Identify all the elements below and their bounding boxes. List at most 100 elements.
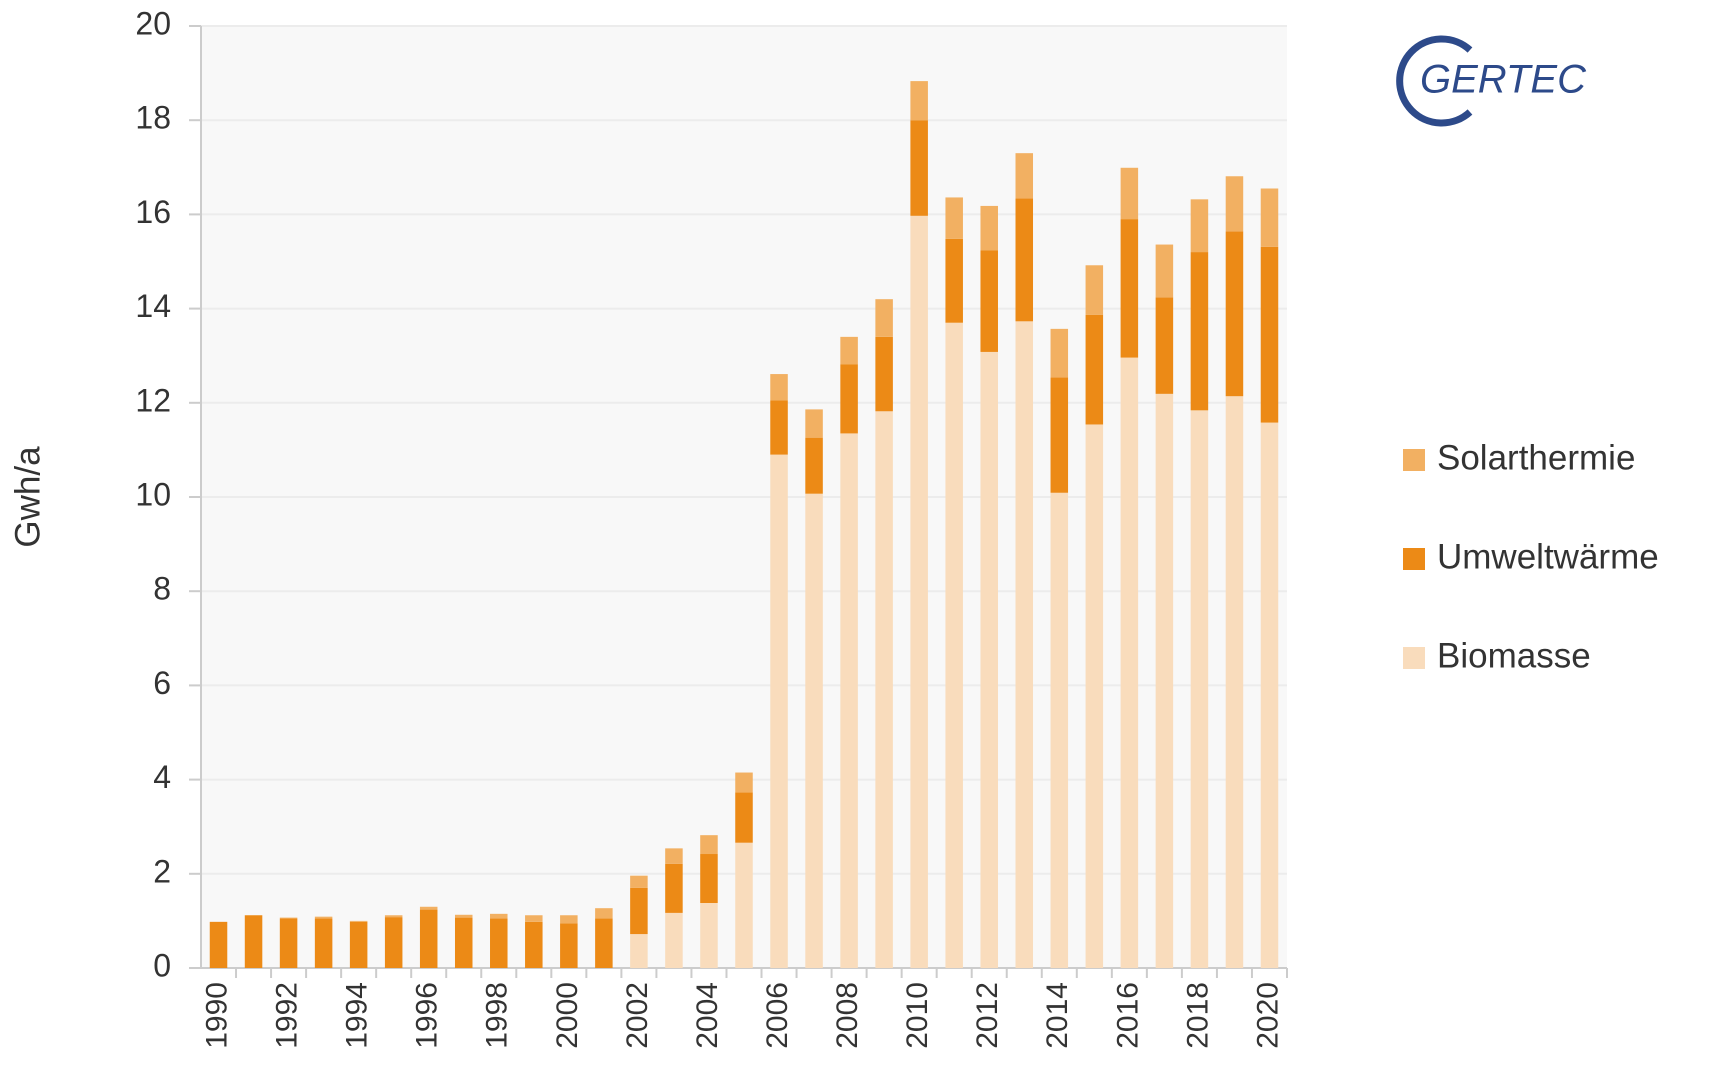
bar-segment bbox=[805, 409, 823, 438]
y-tick-label: 14 bbox=[135, 288, 171, 324]
bar-segment bbox=[945, 238, 963, 323]
bar-segment bbox=[244, 915, 263, 968]
bar-segment bbox=[735, 772, 753, 793]
bar-segment bbox=[1155, 297, 1174, 394]
bar-segment bbox=[735, 842, 753, 968]
legend-swatch bbox=[1403, 647, 1425, 669]
bar-segment bbox=[875, 336, 893, 412]
bar-segment bbox=[560, 923, 578, 968]
bar-segment bbox=[1190, 199, 1209, 253]
y-tick-label: 2 bbox=[153, 853, 171, 889]
logo: GERTEC bbox=[1396, 35, 1587, 127]
logo-arc bbox=[1396, 35, 1473, 127]
bar-segment bbox=[595, 908, 613, 919]
y-tick-label: 0 bbox=[153, 947, 171, 983]
bar-segment bbox=[1260, 422, 1279, 968]
legend-label: Biomasse bbox=[1437, 636, 1591, 675]
bar-segment bbox=[770, 374, 788, 401]
legend-swatch bbox=[1403, 449, 1425, 471]
bar-segment bbox=[1120, 357, 1139, 969]
bar-segment bbox=[490, 918, 508, 968]
bar-segment bbox=[805, 437, 823, 494]
bar-segment bbox=[1015, 321, 1034, 968]
x-tick-label: 2012 bbox=[971, 982, 1004, 1049]
bar-segment bbox=[735, 792, 753, 843]
y-tick-label: 8 bbox=[153, 571, 171, 607]
bar-segment bbox=[875, 299, 893, 337]
bar-segment bbox=[349, 921, 368, 968]
bar-segment bbox=[454, 917, 473, 968]
bar-segment bbox=[1120, 167, 1139, 220]
x-tick-label: 2014 bbox=[1041, 982, 1074, 1049]
bar-segment bbox=[770, 454, 788, 968]
bar-segment bbox=[1085, 265, 1104, 315]
bar-segment bbox=[910, 120, 928, 216]
bar-segment bbox=[945, 197, 963, 239]
bar-segment bbox=[700, 835, 718, 855]
bar-segment bbox=[1225, 231, 1244, 397]
y-tick-label: 10 bbox=[135, 476, 171, 512]
legend-label: Umweltwärme bbox=[1437, 537, 1659, 576]
bar-segment bbox=[1015, 153, 1034, 199]
bar-segment bbox=[1260, 188, 1279, 247]
bar-segment bbox=[419, 906, 438, 910]
x-tick-label: 2018 bbox=[1181, 982, 1214, 1049]
bar-segment bbox=[314, 918, 333, 968]
bar-segment bbox=[454, 914, 473, 918]
bar-segment bbox=[700, 854, 718, 904]
bar-segment bbox=[279, 918, 298, 968]
bar-segment bbox=[700, 903, 718, 968]
bar-segment bbox=[630, 875, 648, 888]
bar-segment bbox=[875, 411, 893, 968]
bar-segment bbox=[279, 917, 298, 919]
bar-segment bbox=[525, 915, 543, 922]
bar-segment bbox=[384, 915, 403, 918]
bar-segment bbox=[980, 250, 998, 352]
bar-segment bbox=[1050, 328, 1069, 378]
bar-segment bbox=[525, 921, 543, 968]
y-tick-label: 16 bbox=[135, 194, 171, 230]
bar-segment bbox=[1225, 176, 1244, 232]
bar-segment bbox=[384, 917, 403, 968]
y-axis-label: Gwh/a bbox=[8, 446, 47, 548]
logo-text: GERTEC bbox=[1420, 58, 1587, 102]
bar-segment bbox=[1260, 246, 1279, 423]
bar-segment bbox=[349, 920, 368, 922]
bar-segment bbox=[314, 916, 333, 919]
x-tick-label: 2000 bbox=[551, 982, 584, 1049]
bar-segment bbox=[1085, 314, 1104, 425]
bar-segment bbox=[805, 493, 823, 968]
y-tick-label: 20 bbox=[135, 5, 171, 41]
bar-segment bbox=[1050, 377, 1069, 493]
bar-segment bbox=[1015, 198, 1034, 322]
x-tick-label: 1996 bbox=[411, 982, 444, 1049]
bar-segment bbox=[560, 915, 578, 924]
y-tick-label: 12 bbox=[135, 382, 171, 418]
x-tick-label: 2020 bbox=[1251, 982, 1284, 1049]
bar-segment bbox=[980, 205, 998, 251]
x-tick-label: 1998 bbox=[481, 982, 514, 1049]
x-tick-label: 2006 bbox=[761, 982, 794, 1049]
bar-segment bbox=[1085, 424, 1104, 968]
x-tick-label: 2016 bbox=[1111, 982, 1144, 1049]
x-tick-label: 1992 bbox=[271, 982, 304, 1049]
x-tick-label: 2004 bbox=[691, 982, 724, 1049]
y-tick-label: 6 bbox=[153, 665, 171, 701]
bar-segment bbox=[595, 918, 613, 968]
bar-segment bbox=[1190, 252, 1209, 411]
bar-segment bbox=[630, 934, 648, 968]
bar-segment bbox=[840, 433, 858, 968]
bar-segment bbox=[770, 400, 788, 455]
bar-segment bbox=[980, 351, 998, 968]
bar-segment bbox=[1155, 393, 1174, 968]
bar-segment bbox=[840, 336, 858, 365]
bar-segment bbox=[419, 909, 438, 968]
bar-segment bbox=[1225, 396, 1244, 968]
legend-label: Solarthermie bbox=[1437, 438, 1635, 477]
bar-segment bbox=[1190, 410, 1209, 968]
bar-segment bbox=[840, 364, 858, 434]
y-tick-label: 18 bbox=[135, 100, 171, 136]
bar-segment bbox=[665, 848, 683, 864]
x-tick-label: 2008 bbox=[831, 982, 864, 1049]
